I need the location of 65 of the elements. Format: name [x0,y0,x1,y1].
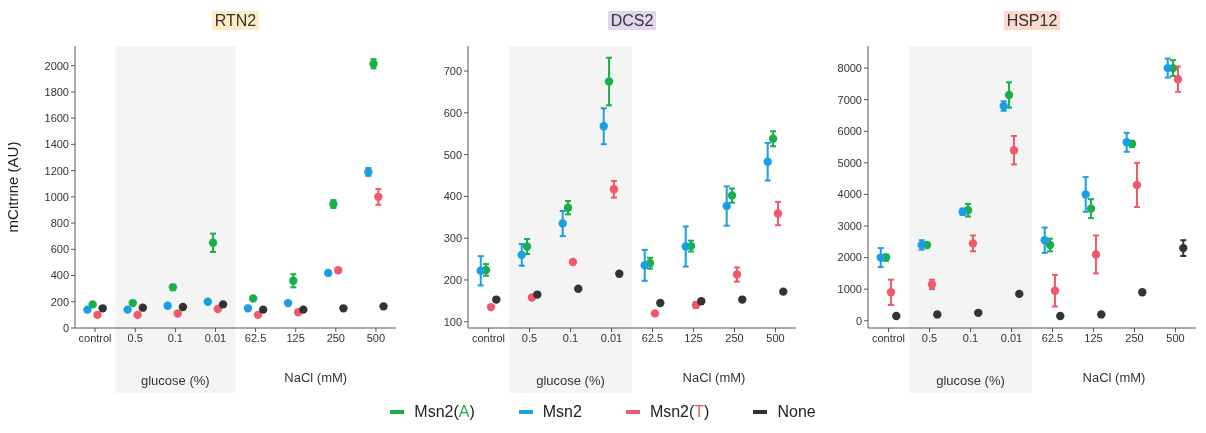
text: NaCl (mM) [283,370,349,385]
x-tick-label: 0.5 [127,331,143,344]
x-tick-label: 0.1 [562,331,579,344]
y-tick-label: 600 [443,106,462,119]
legend-label: Msn2 [542,403,582,421]
x-tick-label: 0.01 [204,331,227,344]
x-tick-label: control [871,331,906,344]
legend-label: None [777,403,816,421]
band-label: glucose (%) [536,373,605,388]
y-tick-label: 5000 [837,156,862,169]
x-tick-label: 250 [1125,331,1144,344]
legend-label: Msn2(T) [649,403,710,421]
x-tick-label: 0.1 [167,331,183,344]
y-tick-label: 700 [443,64,462,77]
y-tick-label: 8000 [837,62,862,75]
chart-title: HSP12 [1003,11,1061,30]
x-tick-label: 0.1 [962,331,979,344]
y-tick-label: 2000 [44,59,69,72]
x-tick-label: 125 [286,331,305,344]
y-tick-label: 6000 [837,125,862,138]
y-tick-label: 1400 [44,138,69,151]
y-tick-label: 1000 [837,283,862,296]
x-tick-label: 0.01 [600,331,623,344]
y-tick-label: 800 [50,216,69,229]
y-tick-label: 0 [62,321,69,334]
chart-title: DCS2 [607,11,657,30]
y-tick-label: 200 [443,273,462,286]
band-label: glucose (%) [936,373,1005,388]
x-tick-label: 62.5 [244,331,267,344]
x-tick-label: 250 [725,331,744,344]
y-tick-label: 1200 [44,164,69,177]
y-tick-label: 200 [50,295,69,308]
y-tick-label: 7000 [837,93,862,106]
y-tick-label: 500 [443,148,462,161]
y-tick-label: 0 [855,314,862,327]
x-tick-label: 125 [684,331,703,344]
y-tick-label: 300 [443,232,462,245]
y-tick-label: 600 [50,243,69,256]
y-tick-label: 1800 [44,85,69,98]
x-tick-label: 0.01 [1000,331,1023,344]
text: NaCl (mM) [1081,370,1147,385]
x-tick-label: 125 [1084,331,1103,344]
y-tick-label: 4000 [837,188,862,201]
chart-title: RTN2 [211,11,260,30]
x-tick-label: control [78,331,112,344]
x-tick-label: 500 [1166,331,1185,344]
x-tick-label: 62.5 [1041,331,1064,344]
y-tick-label: 400 [50,269,69,282]
y-axis-title: mCitrine (AU) [4,141,22,233]
y-tick-label: 1600 [44,112,69,125]
band-label: glucose (%) [140,373,210,388]
x-tick-label: 0.5 [921,331,938,344]
x-tick-label: 0.5 [521,331,538,344]
x-tick-label: 500 [766,331,785,344]
y-tick-label: 100 [443,315,462,328]
legend-label: Msn2(A) [414,403,475,421]
x-tick-label: 62.5 [641,331,664,344]
y-tick-label: 1000 [44,190,69,203]
y-tick-label: 400 [443,190,462,203]
y-tick-label: 2000 [837,251,862,264]
y-tick-label: 3000 [837,219,862,232]
text: NaCl (mM) [681,370,747,385]
x-tick-label: control [471,331,506,344]
x-tick-label: 500 [366,331,386,344]
x-tick-label: 250 [326,331,345,344]
